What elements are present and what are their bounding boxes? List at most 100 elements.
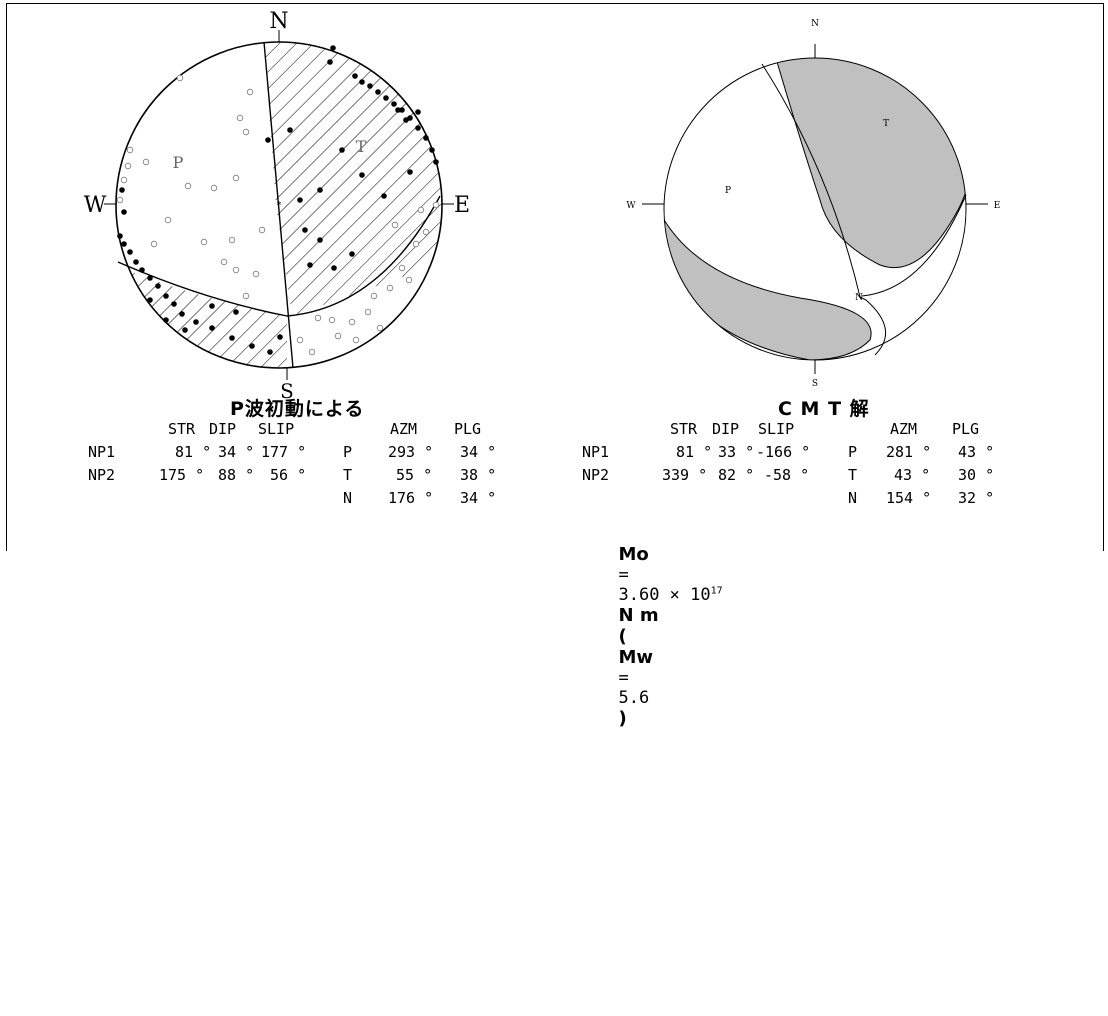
row-axis: T bbox=[848, 466, 858, 484]
compression-dot bbox=[302, 227, 308, 233]
dilatation-dot bbox=[120, 176, 128, 184]
compression-dot bbox=[121, 209, 127, 215]
compression-dot bbox=[277, 334, 283, 340]
compression-dot bbox=[233, 309, 239, 315]
compression-dot bbox=[415, 125, 421, 131]
dilatation-dot bbox=[210, 184, 218, 192]
row-plg: 30 ° bbox=[958, 466, 995, 484]
header-plg: PLG bbox=[454, 420, 482, 438]
mw-symbol: Mw bbox=[618, 647, 654, 668]
cmt-table: STR DIP SLIP AZM PLG NP1 81 ° 33 ° -166 … bbox=[560, 418, 1100, 514]
row-azm: 176 ° bbox=[388, 489, 434, 507]
paren-close: ) bbox=[618, 708, 627, 729]
dilatation-dot bbox=[376, 324, 384, 332]
compression-dot bbox=[267, 349, 273, 355]
cmt-t-label: T bbox=[883, 119, 889, 129]
dilatation-dot bbox=[176, 74, 184, 82]
dilatation-dot bbox=[348, 318, 356, 326]
row-plg: 43 ° bbox=[958, 443, 995, 461]
compression-dot bbox=[375, 89, 381, 95]
compression-dot bbox=[287, 127, 293, 133]
row-azm: 55 ° bbox=[396, 466, 433, 484]
row-dip: 34 ° bbox=[218, 443, 255, 461]
compression-dot bbox=[307, 262, 313, 268]
dilatation-dot bbox=[236, 114, 244, 122]
caption-cmt: C M T 解 bbox=[778, 398, 870, 420]
dilatation-dot bbox=[184, 182, 192, 190]
row-name: NP2 bbox=[88, 466, 116, 484]
compression-dot bbox=[139, 267, 145, 273]
row-axis: P bbox=[343, 443, 353, 461]
compression-quadrant-t bbox=[774, 58, 966, 269]
dilatation-dot bbox=[328, 316, 336, 324]
row-dip: 33 ° bbox=[718, 443, 755, 461]
dilatation-dot bbox=[150, 240, 158, 248]
compression-dot bbox=[391, 101, 397, 107]
header-plg: PLG bbox=[952, 420, 980, 438]
compression-dot bbox=[359, 172, 365, 178]
row-str: 339 ° bbox=[662, 466, 708, 484]
dilatation-dot bbox=[232, 266, 240, 274]
compression-dot bbox=[133, 259, 139, 265]
dilatation-dot bbox=[220, 258, 228, 266]
header-azm: AZM bbox=[390, 420, 418, 438]
mo-unit: N m bbox=[618, 605, 659, 626]
compression-dot bbox=[403, 117, 409, 123]
t-axis-label: T bbox=[356, 137, 367, 156]
compression-dot bbox=[367, 83, 373, 89]
compression-dot bbox=[229, 335, 235, 341]
cmt-nodal-line bbox=[761, 63, 887, 356]
compression-dot bbox=[127, 249, 133, 255]
compression-dot bbox=[407, 169, 413, 175]
dilatation-dot bbox=[228, 236, 236, 244]
row-slip: -58 ° bbox=[764, 466, 810, 484]
compression-dot bbox=[179, 311, 185, 317]
row-str: 81 ° bbox=[175, 443, 212, 461]
row-dip: 88 ° bbox=[218, 466, 255, 484]
dilatation-dot bbox=[242, 128, 250, 136]
compression-dot bbox=[349, 251, 355, 257]
header-str: STR bbox=[168, 420, 196, 438]
hatched-quadrant-sw bbox=[116, 265, 287, 368]
compression-dot bbox=[339, 147, 345, 153]
mw-value: 5.6 bbox=[618, 688, 650, 708]
compression-dot bbox=[147, 297, 153, 303]
row-axis: T bbox=[343, 466, 353, 484]
compression-dot bbox=[121, 241, 127, 247]
row-name: NP1 bbox=[88, 443, 116, 461]
compression-dot bbox=[317, 237, 323, 243]
compression-dot bbox=[317, 187, 323, 193]
compression-dot bbox=[399, 107, 405, 113]
mo-mantissa: 3.60 × 10 bbox=[618, 585, 711, 605]
dilatation-dot bbox=[364, 308, 372, 316]
figure-frame bbox=[6, 3, 1104, 551]
header-dip: DIP bbox=[209, 420, 237, 438]
dilatation-dot bbox=[405, 276, 413, 284]
south-label: S bbox=[280, 379, 294, 403]
dilatation-dot bbox=[296, 336, 304, 344]
compression-dot bbox=[147, 275, 153, 281]
dilatation-dot bbox=[417, 206, 425, 214]
dilatation-dot bbox=[200, 238, 208, 246]
dilatation-dot bbox=[308, 348, 316, 356]
compression-dot bbox=[429, 147, 435, 153]
mo-symbol: Mo bbox=[618, 544, 649, 565]
dilatation-dot bbox=[142, 158, 150, 166]
row-axis: P bbox=[848, 443, 858, 461]
west-label: W bbox=[84, 193, 107, 218]
dilatation-dot bbox=[124, 162, 132, 170]
row-axis: N bbox=[848, 489, 858, 507]
dilatation-dot bbox=[232, 174, 240, 182]
mo-eq: = bbox=[618, 565, 629, 585]
compression-dot bbox=[163, 293, 169, 299]
cmt-north-label: N bbox=[811, 19, 819, 29]
star-marker: * bbox=[277, 200, 282, 211]
row-slip: -166 ° bbox=[756, 443, 811, 461]
compression-dot bbox=[327, 59, 333, 65]
cmt-p-label: P bbox=[725, 186, 731, 196]
compression-dot bbox=[117, 233, 123, 239]
compression-dot bbox=[395, 107, 401, 113]
dilatation-dot bbox=[391, 221, 399, 229]
compression-dot bbox=[193, 319, 199, 325]
dilatation-dot bbox=[116, 196, 124, 204]
